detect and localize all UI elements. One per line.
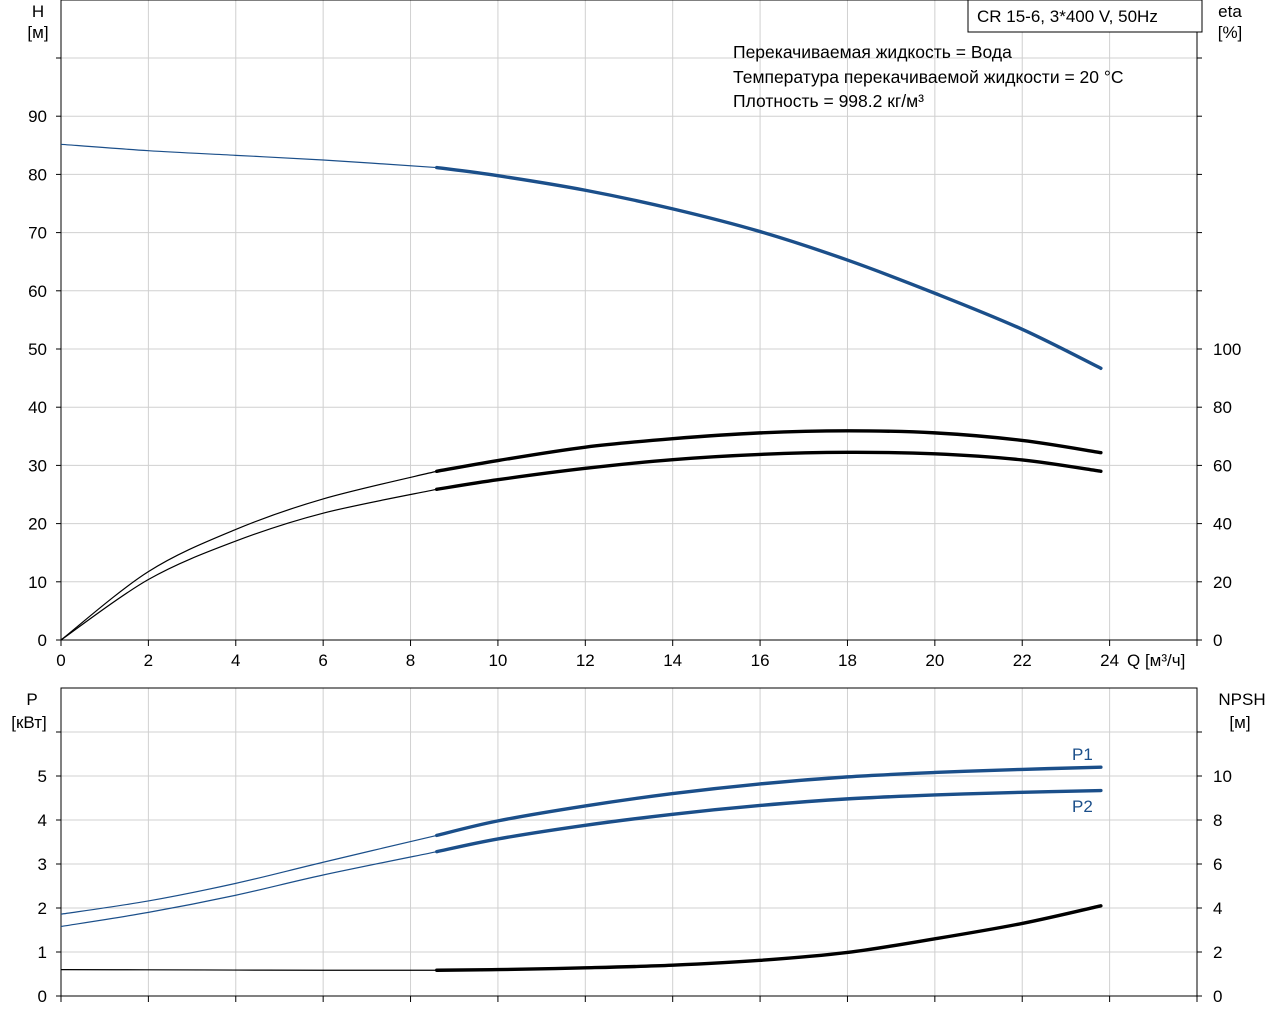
- info-line-fluid: Перекачиваемая жидкость = Вода: [733, 42, 1012, 62]
- plot-frame: [60, 0, 1198, 641]
- bottom-left-axis-label-unit: [кВт]: [11, 713, 46, 732]
- grid: [61, 0, 1197, 996]
- x-axis-label: Q [м³/ч]: [1127, 651, 1185, 670]
- right-tick-label: 80: [1213, 398, 1232, 417]
- x-tick-label: 14: [663, 651, 682, 670]
- panel1-series-3-line: [60, 488, 437, 641]
- x-tick-label: 0: [56, 651, 65, 670]
- x-tick-label: 18: [838, 651, 857, 670]
- top-right-axis-label-name: eta: [1218, 2, 1242, 21]
- series-label-p1: P1: [1072, 745, 1093, 764]
- panel1-series-2-operating-range: [435, 429, 1103, 473]
- x-tick-label: 6: [318, 651, 327, 670]
- series-label-p2: P2: [1072, 797, 1093, 816]
- panel1-series-2-line: [60, 470, 437, 641]
- x-tick-label: 10: [488, 651, 507, 670]
- x-tick-label: 2: [144, 651, 153, 670]
- right-tick-label: 6: [1213, 855, 1222, 874]
- x-tick-label: 12: [576, 651, 595, 670]
- right-tick-label: 0: [1213, 631, 1222, 650]
- info-line-density: Плотность = 998.2 кг/м³: [733, 91, 924, 111]
- x-tick-label: 22: [1013, 651, 1032, 670]
- title-box-text: CR 15-6, 3*400 V, 50Hz: [977, 7, 1158, 26]
- plot-frames: [60, 0, 1198, 997]
- panel1-series-3-operating-range: [435, 450, 1103, 492]
- bottom-left-axis-label-name: P: [26, 690, 37, 709]
- right-tick-label: 8: [1213, 811, 1222, 830]
- left-tick-label: 50: [28, 340, 47, 359]
- panel2-series-3-operating-range: [435, 904, 1103, 972]
- x-tick-label: 24: [1100, 651, 1119, 670]
- x-tick-label: 20: [925, 651, 944, 670]
- x-tick-label: 16: [751, 651, 770, 670]
- left-tick-label: 2: [38, 899, 47, 918]
- panel1-series-1-operating-range: [435, 165, 1103, 370]
- right-tick-label: 2: [1213, 943, 1222, 962]
- top-right-axis-label-unit: [%]: [1218, 23, 1243, 42]
- left-tick-label: 1: [38, 943, 47, 962]
- right-tick-label: 4: [1213, 899, 1222, 918]
- left-tick-label: 80: [28, 165, 47, 184]
- left-tick-label: 4: [38, 811, 47, 830]
- panel2-series-3-line: [60, 969, 437, 971]
- panel2-series-2-operating-range: [435, 788, 1103, 854]
- x-tick-label: 8: [406, 651, 415, 670]
- info-line-temperature: Температура перекачиваемой жидкости = 20…: [733, 67, 1124, 87]
- top-left-axis-label-name: H: [32, 2, 44, 21]
- left-tick-label: 3: [38, 855, 47, 874]
- right-tick-label: 20: [1213, 573, 1232, 592]
- right-tick-label: 10: [1213, 767, 1232, 786]
- left-tick-label: 0: [38, 631, 47, 650]
- left-tick-label: 20: [28, 515, 47, 534]
- panel2-series-1-line: [60, 834, 437, 915]
- panel1-series-1-line: [60, 143, 437, 169]
- bottom-right-axis-label-unit: [м]: [1229, 713, 1250, 732]
- panel2-series-1-operating-range: [435, 765, 1103, 838]
- right-tick-label: 100: [1213, 340, 1241, 359]
- left-tick-label: 70: [28, 224, 47, 243]
- panel2-series-2-line: [60, 851, 437, 928]
- left-tick-label: 90: [28, 107, 47, 126]
- left-tick-label: 0: [38, 987, 47, 1006]
- top-left-axis-label-unit: [м]: [27, 23, 48, 42]
- right-tick-label: 0: [1213, 987, 1222, 1006]
- left-tick-label: 40: [28, 398, 47, 417]
- left-tick-label: 60: [28, 282, 47, 301]
- x-tick-label: 4: [231, 651, 240, 670]
- plot-frame: [60, 687, 1198, 997]
- right-tick-label: 60: [1213, 456, 1232, 475]
- left-tick-label: 5: [38, 767, 47, 786]
- right-tick-label: 40: [1213, 515, 1232, 534]
- left-tick-label: 30: [28, 456, 47, 475]
- title-box-frame: [967, 0, 1203, 33]
- bottom-right-axis-label-name: NPSH: [1218, 690, 1265, 709]
- series-layer: [60, 143, 1103, 972]
- left-tick-label: 10: [28, 573, 47, 592]
